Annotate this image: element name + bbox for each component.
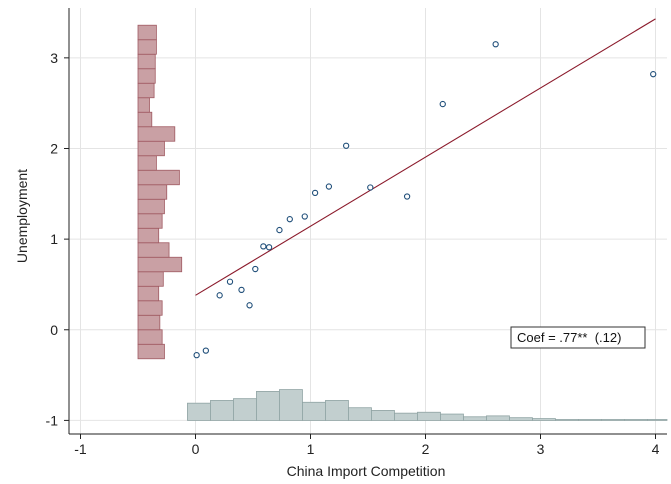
coef-annotation: Coef = .77** (.12) <box>510 326 646 349</box>
y-histogram <box>137 24 183 360</box>
y-histogram-bar <box>137 126 176 142</box>
y-histogram-bar <box>137 256 183 273</box>
y-tick-label: 1 <box>50 231 58 247</box>
data-point <box>265 244 273 251</box>
x-tick-label: 2 <box>422 441 430 457</box>
data-point <box>193 351 200 359</box>
data-point <box>216 292 223 299</box>
y-histogram-bar <box>137 53 156 70</box>
data-point <box>260 243 267 250</box>
data-point <box>252 265 259 273</box>
x-histogram-bar <box>187 402 211 421</box>
data-point <box>650 71 657 78</box>
x-histogram-bar <box>532 418 556 421</box>
y-histogram-bar <box>137 213 163 229</box>
data-point <box>226 278 234 285</box>
data-point <box>202 347 209 354</box>
x-histogram-bar <box>463 416 487 421</box>
x-tick-label: 0 <box>192 441 200 457</box>
data-point <box>311 189 319 197</box>
y-tick-label: 0 <box>50 322 58 338</box>
grid-lines <box>69 8 667 434</box>
x-histogram-bar <box>601 419 625 421</box>
y-histogram-bar <box>137 184 168 200</box>
y-histogram-bar <box>137 271 164 287</box>
y-histogram-bar <box>137 68 156 84</box>
x-histogram-bar <box>210 400 234 421</box>
data-points <box>193 41 657 359</box>
data-point <box>403 193 411 200</box>
y-histogram-bar <box>137 329 163 345</box>
x-histogram-bar <box>578 419 602 421</box>
x-tick-label: 3 <box>537 441 545 457</box>
y-histogram-bar <box>137 24 157 41</box>
x-histogram-bar <box>302 401 326 421</box>
data-point <box>325 183 333 190</box>
coef-annotation-box <box>510 326 646 349</box>
y-tick-label: 3 <box>50 50 58 66</box>
x-tick-label: 4 <box>652 441 660 457</box>
y-histogram-bar <box>137 169 180 186</box>
x-histogram-bar <box>256 390 280 421</box>
x-histogram-bar <box>509 417 533 421</box>
x-histogram-bar <box>371 410 395 421</box>
x-histogram-bar <box>647 419 668 421</box>
y-histogram-bar <box>137 111 153 128</box>
y-histogram-bar <box>137 227 160 244</box>
y-histogram-bar <box>137 97 150 113</box>
y-histogram-bar <box>137 82 155 99</box>
x-tick-label: 1 <box>307 441 315 457</box>
y-histogram-bar <box>137 314 161 331</box>
regression-line <box>195 18 656 296</box>
x-axis-ticks: -1 0 1 2 3 4 <box>74 434 660 457</box>
y-histogram-bar <box>137 140 165 157</box>
y-histogram-bar <box>137 198 165 215</box>
x-histogram-bar <box>233 398 257 421</box>
x-histogram-bar <box>394 412 418 421</box>
y-tick-label: 2 <box>50 140 58 156</box>
y-tick-label: -1 <box>46 412 59 428</box>
x-histogram-bar <box>348 407 372 421</box>
data-point <box>342 142 350 149</box>
x-axis-title: China Import Competition <box>287 463 446 479</box>
x-tick-label: -1 <box>74 441 87 457</box>
x-histogram-bar <box>279 389 303 421</box>
coef-annotation-text: Coef = .77** (.12) <box>517 330 621 345</box>
x-histogram-bar <box>440 413 464 421</box>
axes <box>68 8 667 435</box>
x-histogram-bar <box>325 400 349 421</box>
y-axis-ticks: -1 0 1 2 3 <box>46 50 69 428</box>
data-point <box>367 184 374 191</box>
y-histogram-bar <box>137 300 163 316</box>
data-point <box>301 213 308 220</box>
x-histogram-bar <box>417 411 441 421</box>
data-point <box>286 216 293 223</box>
x-histogram-bar <box>555 419 579 421</box>
data-point <box>238 286 245 294</box>
y-axis-title: Unemployment <box>14 169 30 263</box>
data-point <box>246 302 253 309</box>
y-histogram-bar <box>137 155 157 171</box>
x-histogram <box>187 389 668 421</box>
y-histogram-bar <box>137 285 160 302</box>
data-point <box>492 41 499 48</box>
data-point <box>276 226 283 234</box>
x-histogram-bar <box>486 415 510 421</box>
data-point <box>439 100 446 108</box>
y-histogram-bar <box>137 242 170 258</box>
y-histogram-bar <box>137 39 157 55</box>
y-histogram-bar <box>137 343 165 360</box>
x-histogram-bar <box>624 419 648 421</box>
